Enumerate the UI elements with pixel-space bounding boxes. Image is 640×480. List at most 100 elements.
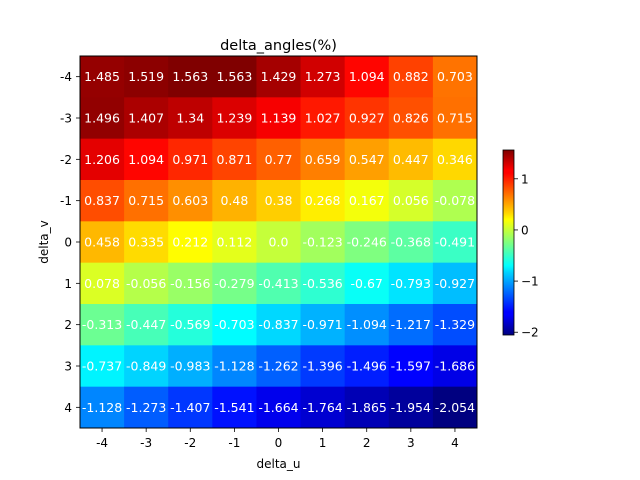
chart-title: delta_angles(%) (220, 38, 337, 54)
cell-value-label: 0.335 (128, 235, 164, 250)
y-tick-label: 1 (64, 277, 72, 291)
cell-value-label: -1.597 (391, 359, 431, 374)
heatmap-cell (80, 138, 125, 181)
cell-value-label: -0.368 (391, 235, 431, 250)
heatmap-cell (388, 97, 434, 140)
cell-value-label: 0.112 (216, 235, 252, 250)
heatmap-cell (256, 304, 302, 346)
x-tick-label: -4 (96, 436, 108, 450)
y-tick-label: 4 (64, 401, 72, 415)
cell-value-label: 0.447 (393, 152, 429, 167)
cell-value-label: -0.056 (126, 276, 166, 291)
cell-value-label: 0.268 (305, 193, 341, 208)
heatmap-cell (344, 138, 390, 181)
heatmap-cell (212, 221, 257, 264)
heatmap-cell (124, 262, 169, 305)
cell-value-label: -1.954 (391, 400, 431, 415)
heatmap-cell (80, 56, 125, 98)
cell-value-label: -0.971 (302, 317, 342, 332)
cell-value-label: 1.485 (84, 69, 120, 84)
heatmap-cell (168, 262, 213, 305)
heatmap-cell (388, 56, 434, 98)
heatmap-cell (168, 97, 213, 140)
heatmap-cell (80, 262, 125, 305)
heatmap-cell (344, 304, 390, 346)
y-tick-label: -3 (60, 112, 72, 126)
heatmap-cell (344, 345, 390, 388)
cell-value-label: -1.407 (170, 400, 210, 415)
y-axis-label: delta_v (37, 220, 51, 264)
cell-value-label: -0.536 (302, 276, 342, 291)
cell-value-label: 0.715 (437, 111, 473, 126)
x-tick-label: -1 (228, 436, 240, 450)
heatmap-cell (344, 221, 390, 264)
cell-value-label: -1.396 (302, 359, 342, 374)
cell-value-label: -0.491 (435, 235, 475, 250)
heatmap-cell (168, 345, 213, 388)
x-tick-label: 1 (319, 436, 327, 450)
cell-value-label: 1.206 (84, 152, 120, 167)
cell-value-label: 1.139 (261, 111, 297, 126)
heatmap-cell (168, 180, 213, 222)
heatmap-cell (124, 221, 169, 264)
cell-value-label: -0.156 (170, 276, 210, 291)
heatmap-cell (344, 180, 390, 222)
cell-value-label: -0.447 (126, 317, 166, 332)
heatmap-cell (344, 262, 390, 305)
heatmap-cell (212, 180, 257, 222)
cell-value-label: -1.094 (347, 317, 387, 332)
heatmap-cell (300, 386, 346, 429)
heatmap-cell (388, 345, 434, 388)
cell-value-label: -1.329 (435, 317, 475, 332)
cell-value-label: 0.659 (305, 152, 341, 167)
heatmap-cell (300, 180, 346, 222)
cell-value-label: 1.429 (261, 69, 297, 84)
y-tick-label: -4 (60, 70, 72, 84)
cell-value-label: -0.246 (347, 235, 387, 250)
cell-value-label: 0.837 (84, 193, 120, 208)
cell-value-label: 0.871 (216, 152, 252, 167)
heatmap-cell (388, 262, 434, 305)
y-tick-label: 3 (64, 360, 72, 374)
heatmap-cell (388, 180, 434, 222)
heatmap-cell (168, 386, 213, 429)
heatmap-cell (80, 97, 125, 140)
cell-value-label: 0.927 (349, 111, 385, 126)
heatmap-cell (168, 138, 213, 181)
heatmap-cell (300, 138, 346, 181)
cell-value-label: -1.128 (214, 359, 254, 374)
heatmap-cell (300, 221, 346, 264)
x-axis-label: delta_u (257, 457, 301, 471)
cell-value-label: -1.217 (391, 317, 431, 332)
cell-value-label: -0.793 (391, 276, 431, 291)
y-tick-label: 2 (64, 318, 72, 332)
heatmap-cell (80, 221, 125, 264)
heatmap-cell (300, 304, 346, 346)
cell-value-label: 0.212 (172, 235, 208, 250)
cell-value-label: 1.563 (172, 69, 208, 84)
heatmap-cell (168, 304, 213, 346)
colorbar-tick-label: 0 (521, 223, 529, 237)
cell-value-label: -2.054 (435, 400, 475, 415)
x-axis: -4 -3 -2 -1 0 1 2 3 4 (96, 428, 459, 450)
heatmap-cell (124, 180, 169, 222)
cell-value-label: -0.279 (214, 276, 254, 291)
cell-value-label: 0.48 (220, 193, 248, 208)
colorbar (502, 149, 515, 336)
x-tick-label: -2 (184, 436, 196, 450)
heatmap-cell (212, 304, 257, 346)
heatmap-cell (432, 138, 478, 181)
heatmap-cell (432, 304, 478, 346)
cell-value-label: 0.882 (393, 69, 429, 84)
cell-value-label: 0.971 (172, 152, 208, 167)
x-tick-label: -3 (140, 436, 152, 450)
cell-value-label: 1.519 (128, 69, 164, 84)
heatmap-cell (432, 97, 478, 140)
cell-value-label: -0.67 (351, 276, 383, 291)
x-tick-label: 3 (407, 436, 415, 450)
cell-value-label: -1.686 (435, 359, 475, 374)
heatmap-cell (124, 56, 169, 98)
cell-value-label: -1.865 (347, 400, 387, 415)
heatmap-cell (212, 138, 257, 181)
